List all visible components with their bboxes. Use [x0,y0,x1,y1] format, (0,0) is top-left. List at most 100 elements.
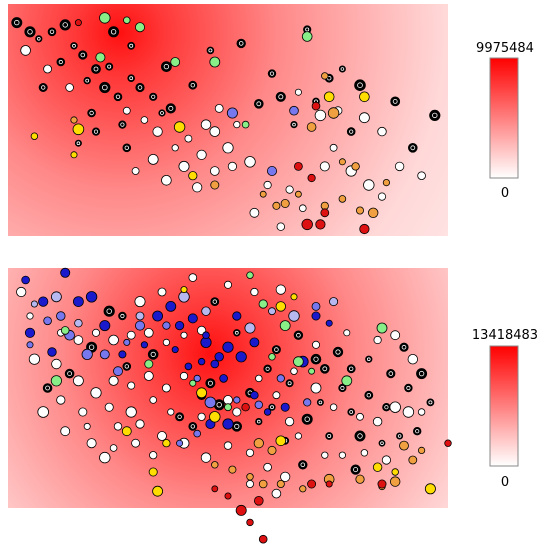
scatter-point-orange [338,195,347,203]
scatter-point-white [161,383,171,393]
scatter-point-white [321,451,329,459]
scatter-point-blue [219,374,228,383]
scatter-point-white [263,180,272,190]
scatter-point-black [113,92,123,102]
scatter-point-black [160,61,172,72]
scatter-point-black [74,139,82,147]
scatter-point-black [135,82,145,93]
scatter-point-black [346,364,356,374]
scatter-point-yellow [275,301,287,312]
scatter-point-white [329,403,338,411]
scatter-point-white [377,192,387,201]
scatter-point-white [20,45,31,56]
scatter-point-orange [210,180,220,190]
scatter-point-black [413,427,422,436]
scatter-point-yellow [391,468,399,476]
scatter-point-blue [21,275,30,285]
scatter-point-ring [305,27,310,32]
scatter-point-ring [124,364,129,369]
scatter-point-ring [432,112,438,119]
scatter-point-black [149,92,158,101]
scatter-point-orange [259,190,267,198]
scatter-point-ring [349,129,354,134]
scatter-point-red [307,173,316,183]
scatter-point-blue [214,352,224,362]
scatter-point-orange [368,207,379,219]
scatter-point-ring [41,85,46,90]
scatter-point-ring [168,105,174,111]
scatter-point-periwinkle [134,320,145,331]
scatter-point-white [227,161,237,171]
scatter-point-ring [45,385,50,391]
scatter-point-ring [129,43,134,48]
scatter-point-black [399,342,409,352]
scatter-point-yellow [275,435,287,447]
scatter-point-white [358,112,370,124]
scatter-point-black [268,403,276,411]
scatter-point-yellow [173,121,186,133]
scatter-point-black [319,363,330,374]
colorbar-min-label: 0 [501,475,509,490]
scatter-point-white [43,64,52,74]
scatter-point-green [224,403,232,412]
scatter-point-periwinkle [113,366,123,377]
scatter-point-periwinkle [303,398,312,407]
scatter-point-white [363,179,375,191]
scatter-point-black [188,80,198,90]
scatter-point-ring [177,414,182,419]
scatter-point-ring [380,441,384,446]
scatter-point-black [301,413,313,425]
scatter-point-orange [272,201,281,210]
scatter-point-ring [397,434,402,438]
scatter-point-ring [327,433,332,438]
scatter-point-white [16,286,27,298]
scatter-point-white [149,451,158,460]
scatter-point-white [134,296,146,308]
scatter-point-ring [415,429,420,434]
scatter-point-white [298,204,307,213]
scatter-point-white [113,422,123,431]
scatter-point-lavender [244,322,256,334]
scatter-point-black [64,368,75,379]
scatter-point-white [417,408,426,416]
scatter-point-ring [27,29,33,35]
scatter-point-white [197,412,206,421]
scatter-point-white [184,134,193,143]
scatter-point-blue [175,320,185,331]
scatter-point-white [131,438,141,448]
scatter-point-white [249,207,260,218]
scatter-point-white [192,182,203,193]
scatter-point-ring [384,405,389,410]
scatter-point-black [293,330,304,340]
scatter-point-black [350,464,361,475]
scatter-point-periwinkle [193,429,202,438]
scatter-point-periwinkle [289,105,299,116]
scatter-point-white [83,422,91,430]
scatter-point-green [293,356,304,367]
scatter-point-black [70,42,78,50]
scatter-point-green [301,31,313,42]
scatter-point-blue [140,341,148,349]
scatter-point-periwinkle [266,165,277,176]
scatter-point-ring [274,347,279,352]
scatter-point-periwinkle [43,316,52,326]
scatter-point-ring [349,366,354,371]
scatter-point-green [341,375,353,387]
scatter-point-ring [212,299,217,304]
scatter-point-blue [187,313,198,324]
scatter-point-white [223,395,233,405]
scatter-point-red [235,504,247,516]
scatter-point-periwinkle [176,439,184,447]
scatter-point-green [209,56,221,68]
scatter-point-ring [163,63,170,70]
scatter-point-white [60,426,71,437]
scatter-point-green [134,22,145,33]
scatter-point-black [347,408,356,416]
scatter-point-yellow [162,439,171,448]
scatter-point-red [253,495,264,506]
scatter-point-ring [190,82,195,88]
scatter-point-orange [382,179,390,187]
scatter-point-black [87,108,96,118]
scatter-point-blue [232,311,242,321]
scatter-point-black [338,383,347,393]
